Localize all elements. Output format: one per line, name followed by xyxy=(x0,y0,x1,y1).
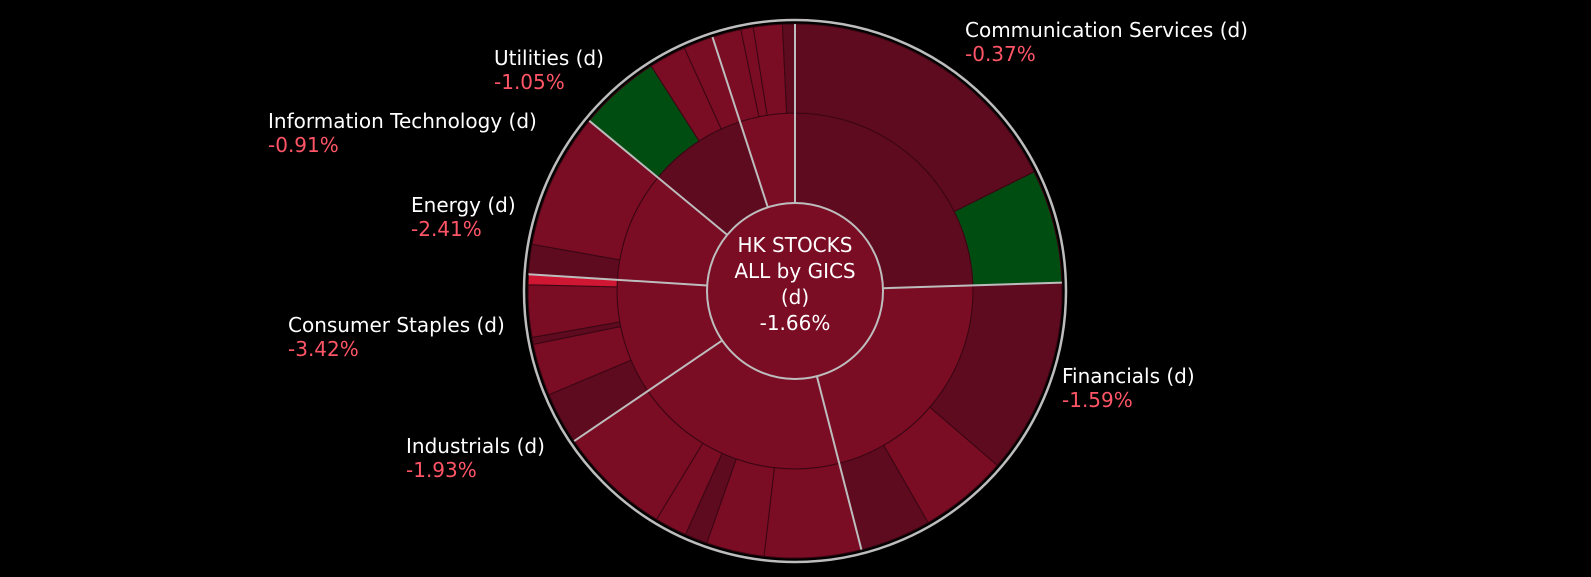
label-consumer-staples[interactable]: Consumer Staples (d) -3.42% xyxy=(288,313,505,361)
sector-change: -1.05% xyxy=(494,70,565,94)
sector-change: -0.91% xyxy=(268,133,339,157)
sector-separator xyxy=(882,281,1062,290)
center-title-line3: (d) xyxy=(780,285,810,309)
sector-change: -2.41% xyxy=(411,217,482,241)
center-value: -1.66% xyxy=(759,311,831,335)
sector-name: Financials (d) xyxy=(1062,364,1195,388)
sector-separator xyxy=(588,120,728,236)
label-financials[interactable]: Financials (d) -1.59% xyxy=(1062,364,1195,412)
label-utilities[interactable]: Utilities (d) -1.05% xyxy=(494,46,604,94)
center-title-line1: HK STOCKS xyxy=(737,233,853,257)
sector-name: Energy (d) xyxy=(411,193,516,217)
sector-change: -0.37% xyxy=(965,42,1036,66)
label-energy[interactable]: Energy (d) -2.41% xyxy=(411,193,516,241)
center-title-line2: ALL by GICS xyxy=(734,259,856,283)
sector-separator xyxy=(573,339,723,442)
sector-change: -1.93% xyxy=(406,458,477,482)
sector-separator xyxy=(815,375,863,550)
center-disc xyxy=(706,202,884,380)
sector-name: Information Technology (d) xyxy=(268,109,537,133)
label-industrials[interactable]: Industrials (d) -1.93% xyxy=(406,434,545,482)
sector-change: -1.59% xyxy=(1062,388,1133,412)
sector-separator xyxy=(711,36,769,208)
sector-name: Utilities (d) xyxy=(494,46,604,70)
sector-name: Industrials (d) xyxy=(406,434,545,458)
sector-name: Consumer Staples (d) xyxy=(288,313,505,337)
label-communication-services[interactable]: Communication Services (d) -0.37% xyxy=(965,18,1248,66)
sector-change: -3.42% xyxy=(288,337,359,361)
label-information-technology[interactable]: Information Technology (d) -0.91% xyxy=(268,109,537,157)
sector-name: Communication Services (d) xyxy=(965,18,1248,42)
center-summary[interactable]: HK STOCKS ALL by GICS (d) -1.66% xyxy=(690,232,900,336)
sector-separator xyxy=(528,273,708,287)
outer-rim xyxy=(522,18,1068,564)
